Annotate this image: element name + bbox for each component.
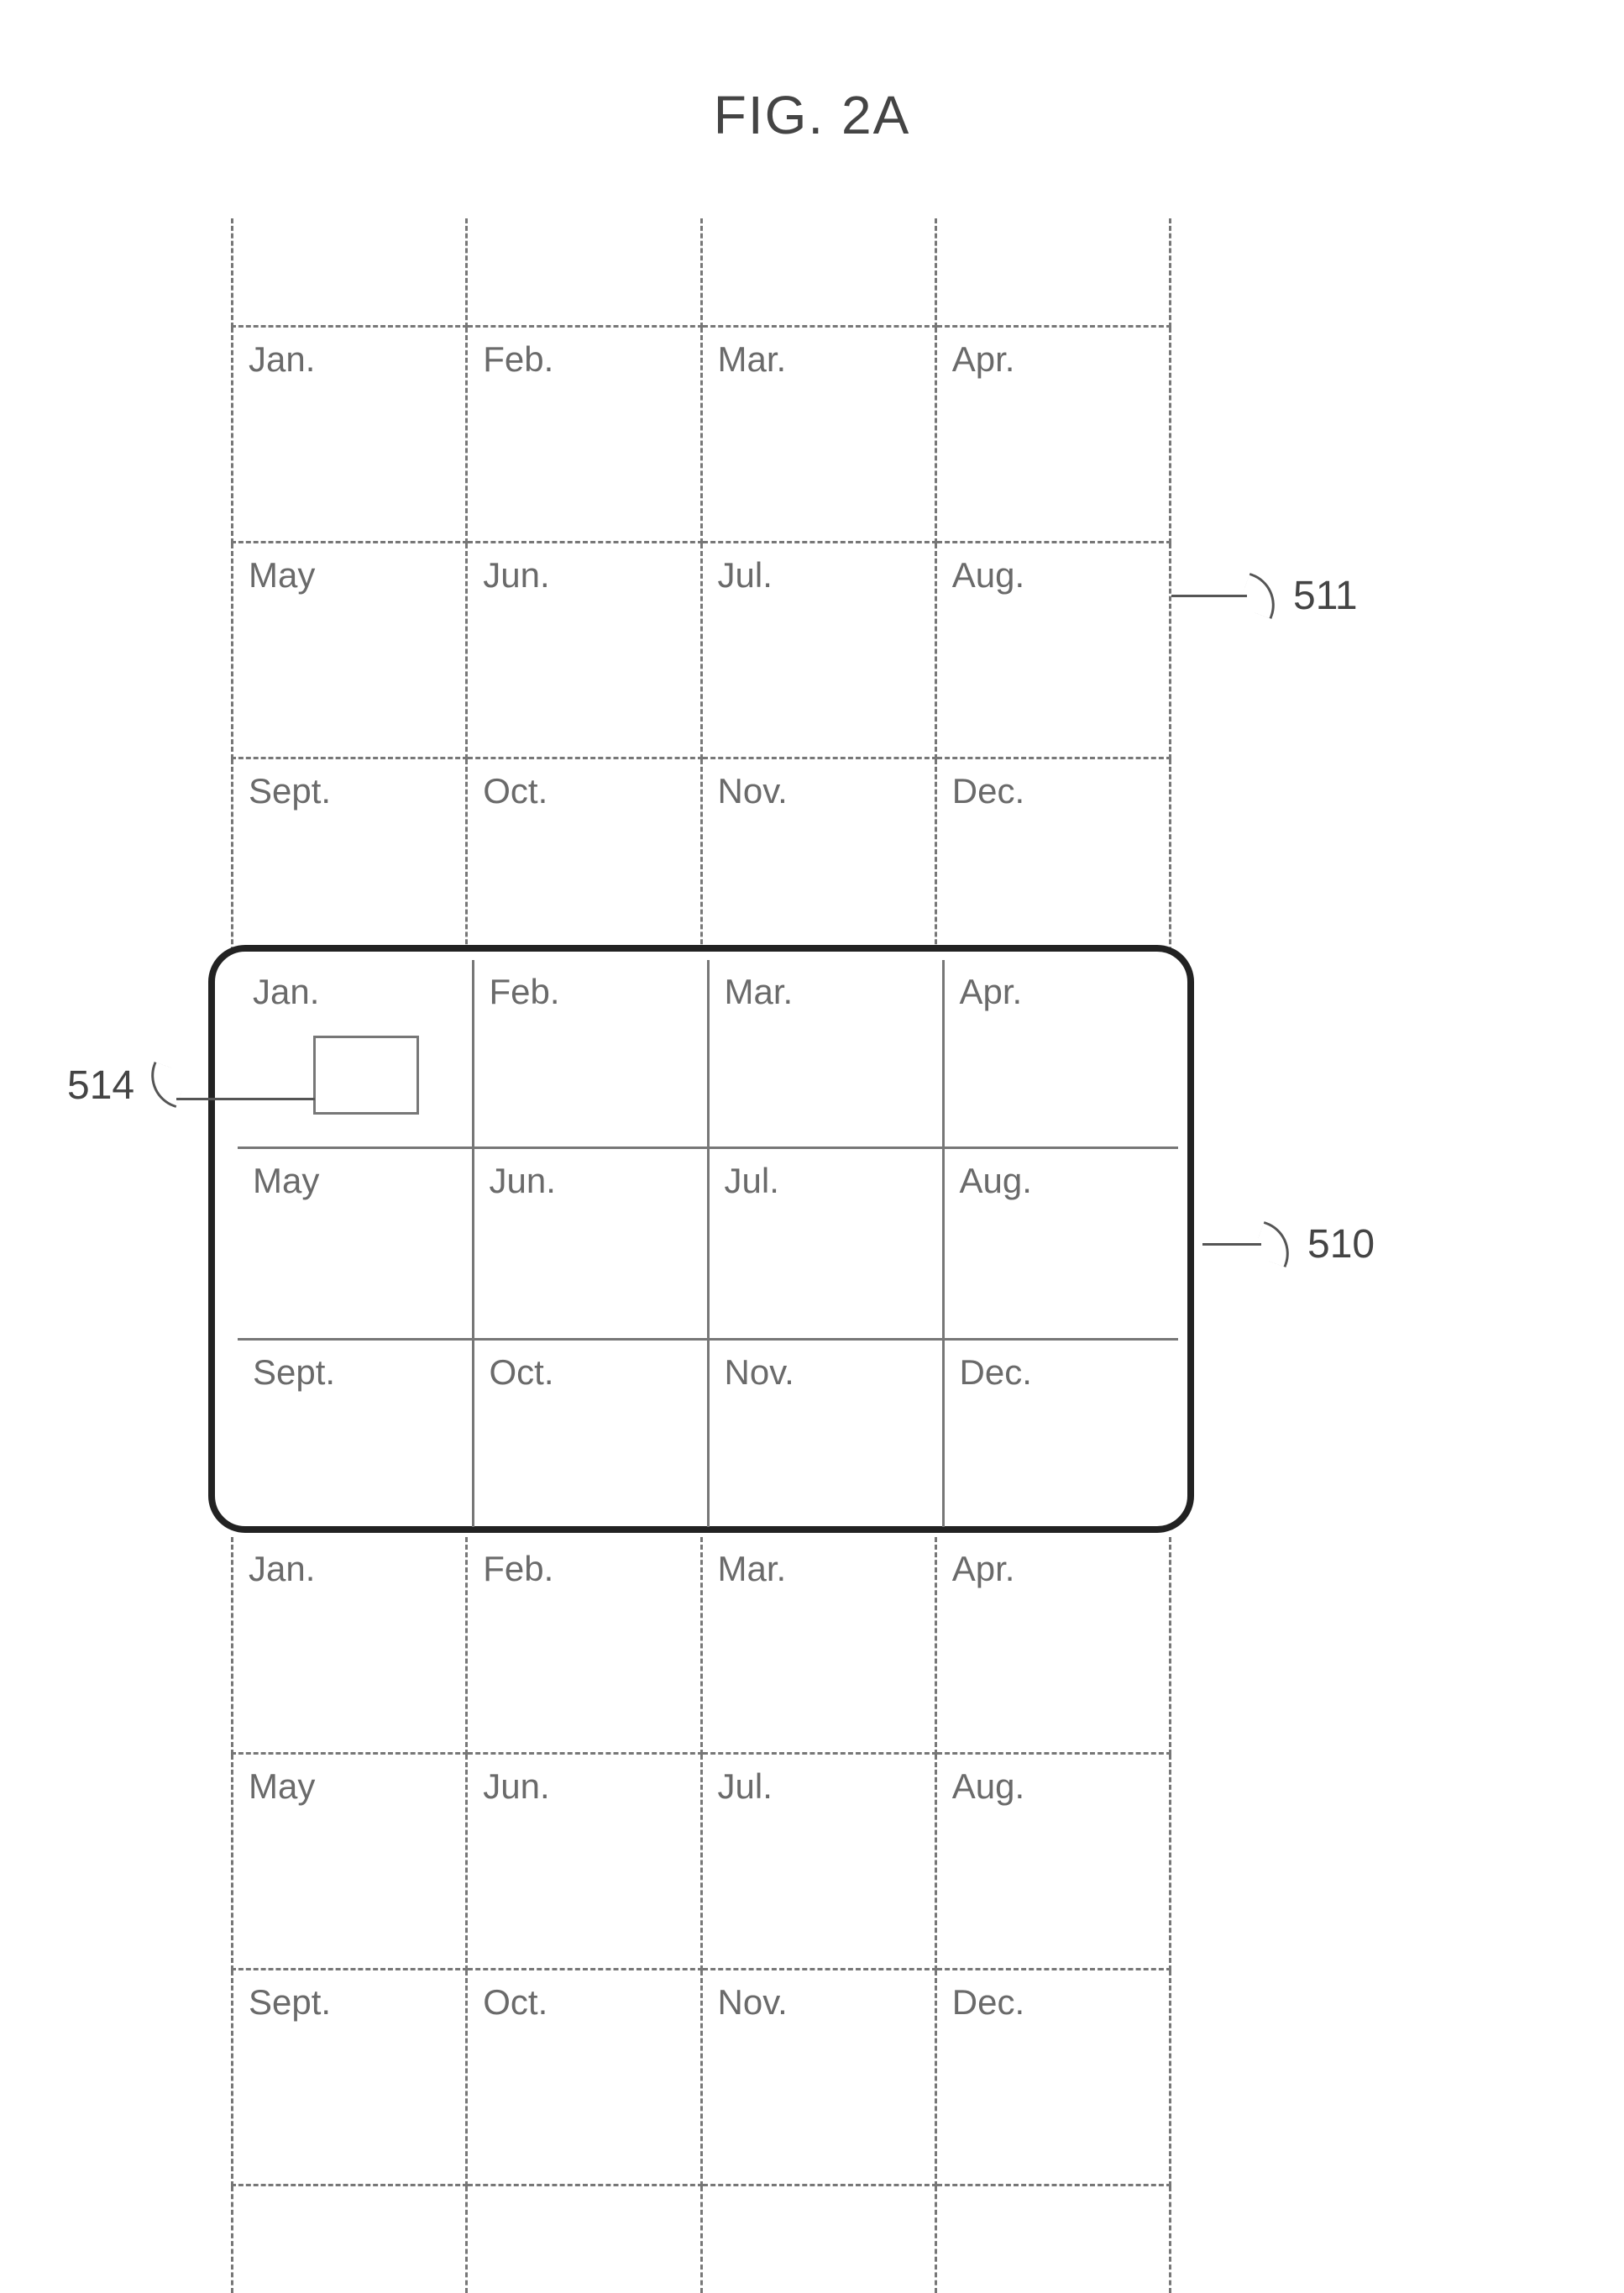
month-cell: Mar.	[701, 1537, 935, 1753]
month-cell: Jul.	[701, 1753, 935, 1969]
callout-514: 514	[67, 1063, 134, 1109]
dashed-year-grid: Jan. Feb. Mar. Apr. May Jun. Jul. Aug. S…	[231, 218, 1171, 974]
figure-title: FIG. 2A	[0, 84, 1624, 146]
thumbnail-icon[interactable]	[313, 1036, 419, 1115]
month-cell: Nov.	[701, 758, 935, 974]
solid-year-grid: Jan. Feb. Mar. Apr. May Jun. Jul. Aug. S…	[238, 960, 1178, 1527]
month-cell[interactable]: Jul.	[708, 1147, 943, 1340]
month-cell: Jan.	[233, 1537, 467, 1753]
month-cell[interactable]: Oct.	[473, 1340, 708, 1527]
month-cell[interactable]: Nov.	[708, 1340, 943, 1527]
background-grid-lower: Jan. Feb. Mar. Apr. May Jun. Jul. Aug. S…	[231, 1537, 1171, 2293]
dashed-year-grid: Jan. Feb. Mar. Apr. May Jun. Jul. Aug. S…	[231, 1537, 1171, 2293]
month-cell: Feb.	[467, 1537, 701, 1753]
leader-arc	[142, 1062, 188, 1108]
month-cell: Aug.	[935, 542, 1170, 758]
month-cell: Jun.	[467, 542, 701, 758]
month-cell-jan[interactable]: Jan.	[238, 960, 473, 1147]
month-cell: Nov.	[701, 1970, 935, 2185]
month-cell: Jul.	[701, 542, 935, 758]
month-cell[interactable]: Aug.	[943, 1147, 1178, 1340]
month-cell: Sept.	[233, 758, 467, 974]
month-cell[interactable]: Dec.	[943, 1340, 1178, 1527]
leader-line	[1202, 1243, 1261, 1246]
device-grid-wrapper: Jan. Feb. Mar. Apr. May Jun. Jul. Aug. S…	[238, 960, 1178, 1527]
month-cell: Oct.	[467, 1970, 701, 2185]
month-cell: Apr.	[935, 326, 1170, 542]
leader-line	[176, 1098, 315, 1100]
month-cell: Feb.	[467, 326, 701, 542]
month-cell: Jan.	[233, 326, 467, 542]
month-label: Jan.	[253, 972, 319, 1011]
month-cell: Dec.	[935, 758, 1170, 974]
month-cell[interactable]: Apr.	[943, 960, 1178, 1147]
month-cell: Mar.	[701, 326, 935, 542]
leader-line	[1171, 595, 1247, 597]
month-cell[interactable]: Feb.	[473, 960, 708, 1147]
figure-canvas: FIG. 2A Jan. Feb. Mar. Apr. May Jun. Jul…	[0, 0, 1624, 2190]
month-cell[interactable]: Jun.	[473, 1147, 708, 1340]
month-cell: Dec.	[935, 1970, 1170, 2185]
month-cell: Oct.	[467, 758, 701, 974]
month-cell: May	[233, 1753, 467, 1969]
background-grid-upper: Jan. Feb. Mar. Apr. May Jun. Jul. Aug. S…	[231, 218, 1171, 974]
callout-510: 510	[1307, 1221, 1375, 1267]
leader-arc	[1252, 1221, 1298, 1267]
month-cell[interactable]: Sept.	[238, 1340, 473, 1527]
month-cell[interactable]: May	[238, 1147, 473, 1340]
callout-511: 511	[1293, 573, 1358, 619]
month-cell: Apr.	[935, 1537, 1170, 1753]
leader-arc	[1238, 573, 1284, 619]
month-cell: May	[233, 542, 467, 758]
month-cell: Aug.	[935, 1753, 1170, 1969]
month-cell: Sept.	[233, 1970, 467, 2185]
device-frame: Jan. Feb. Mar. Apr. May Jun. Jul. Aug. S…	[208, 945, 1194, 1533]
month-cell: Jun.	[467, 1753, 701, 1969]
month-cell[interactable]: Mar.	[708, 960, 943, 1147]
